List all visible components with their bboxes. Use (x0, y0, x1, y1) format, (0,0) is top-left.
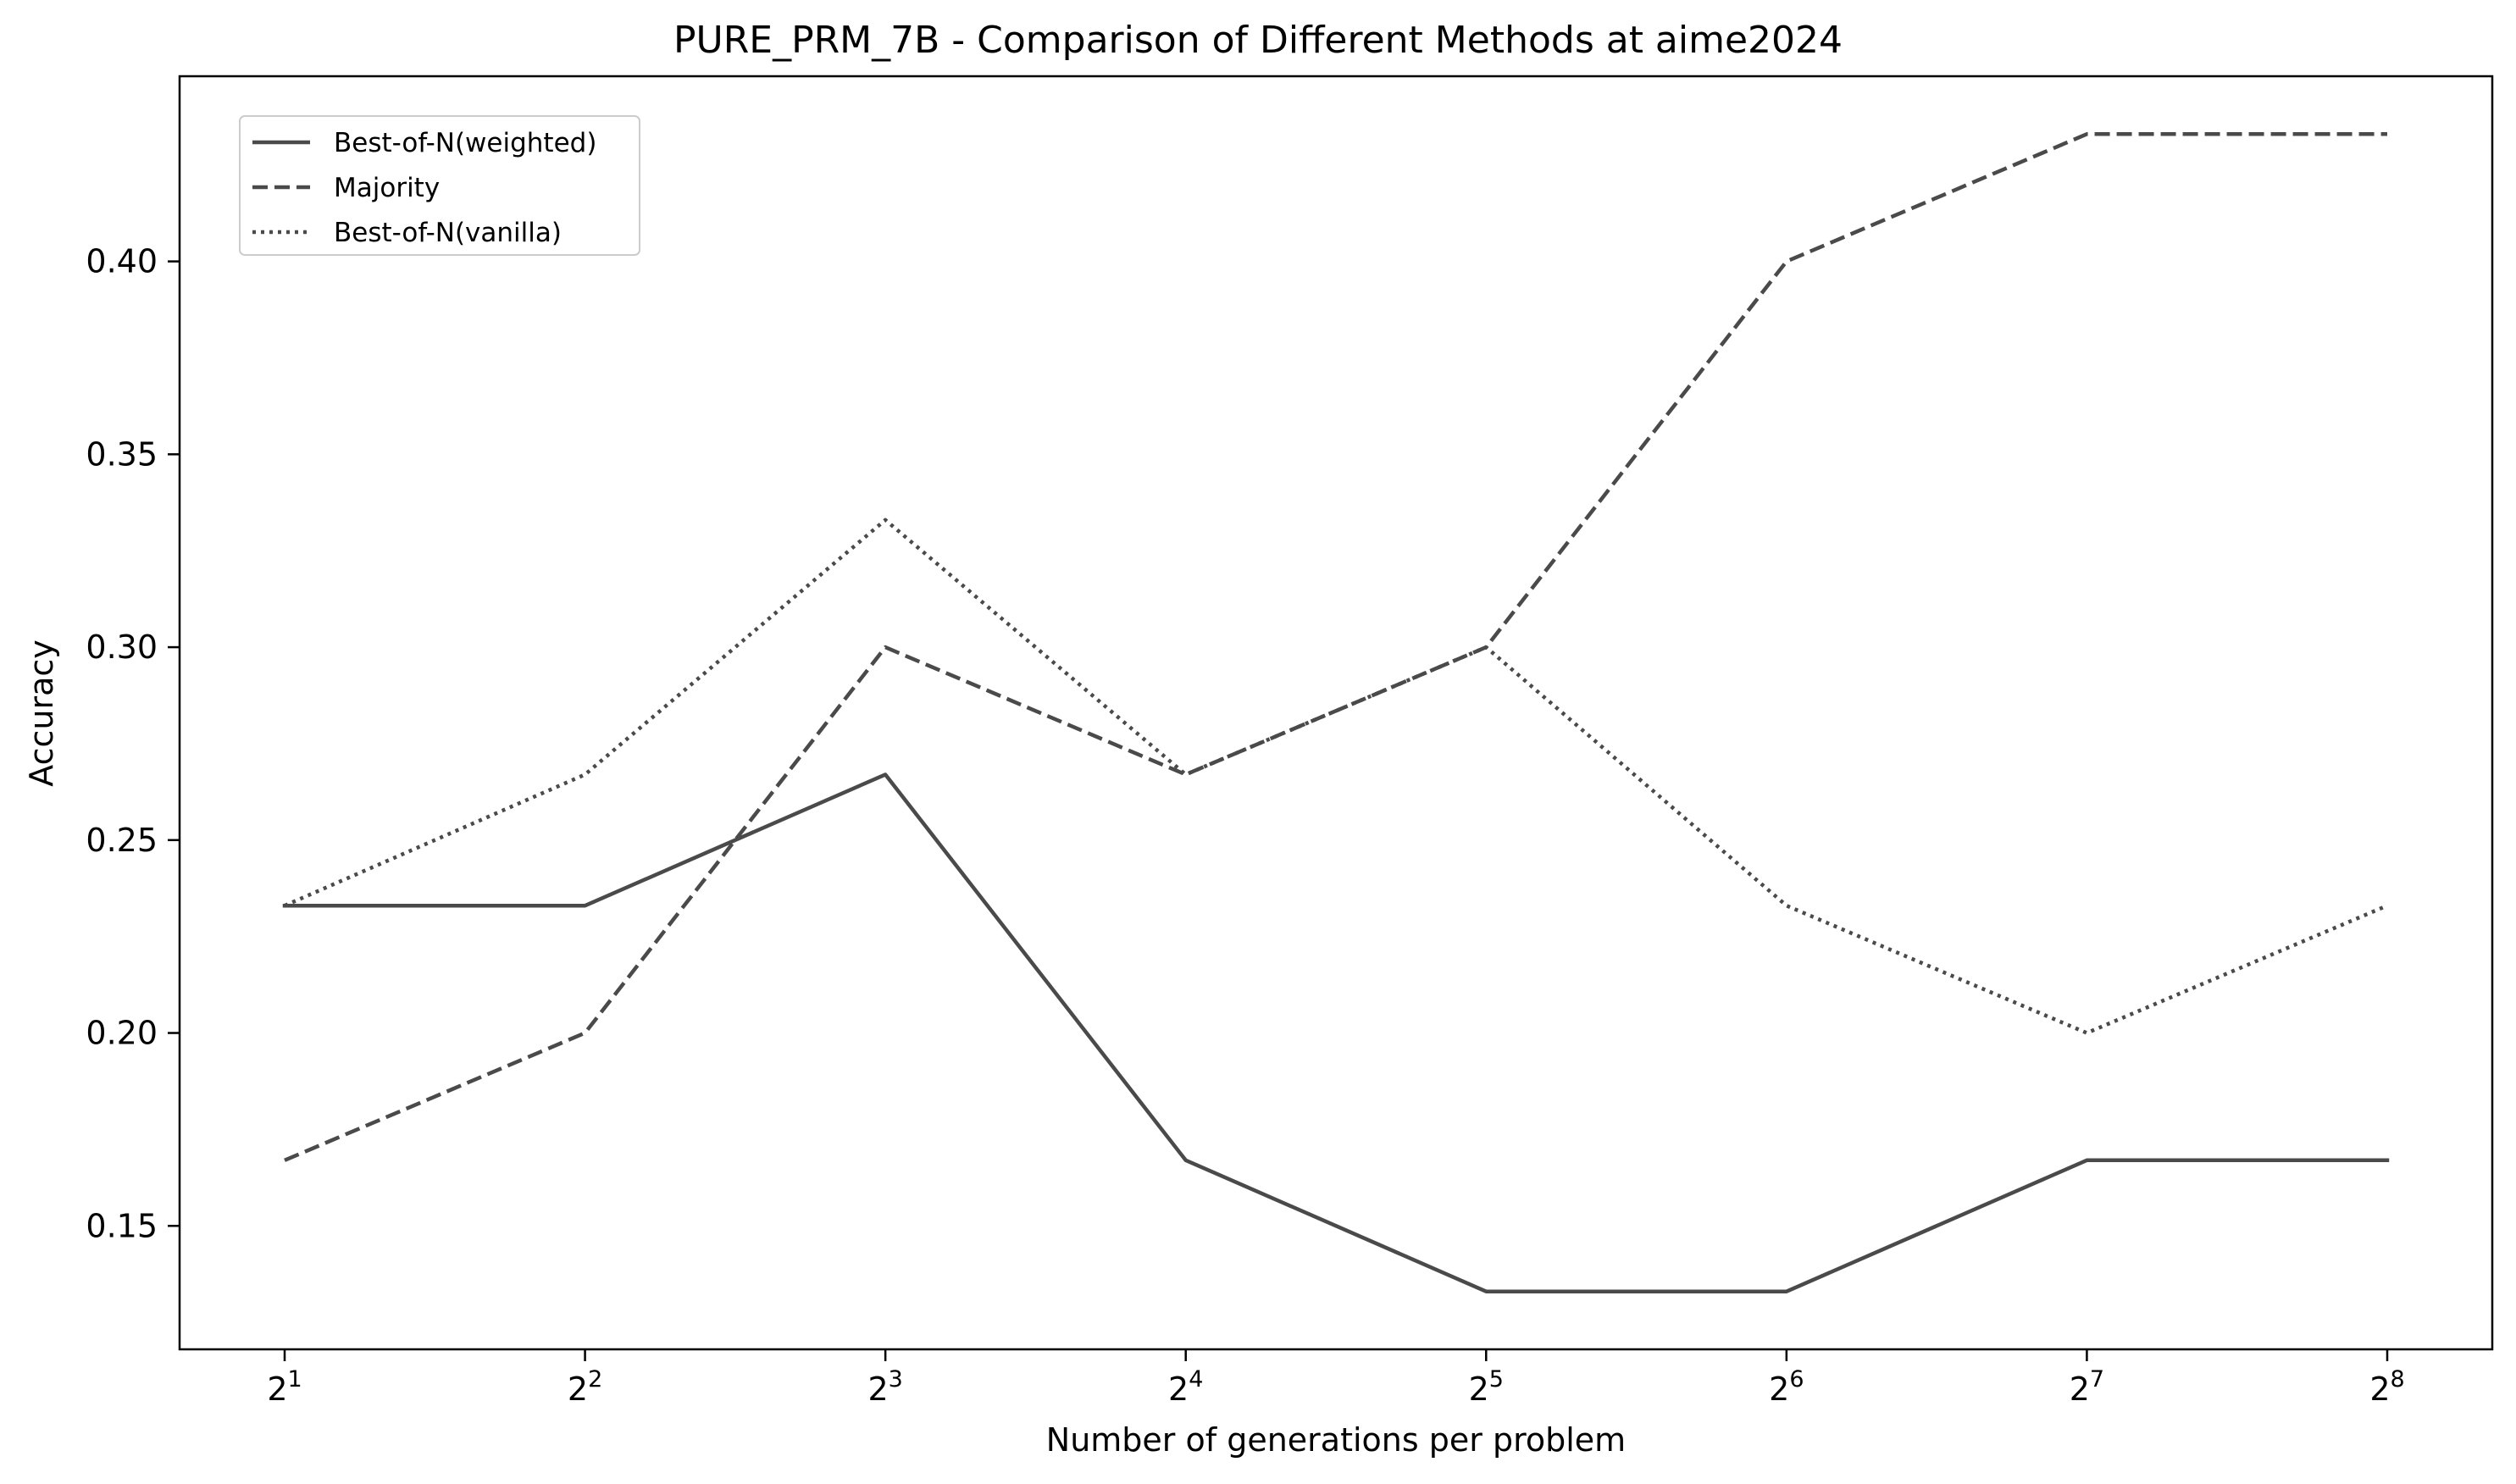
legend-label: Best-of-N(weighted) (334, 128, 596, 158)
x-tick-label: 24 (1168, 1366, 1203, 1408)
y-tick-label: 0.20 (86, 1015, 158, 1052)
plot-area-frame (178, 75, 2494, 1351)
legend-label: Majority (334, 173, 440, 203)
x-tick-label: 26 (1769, 1366, 1804, 1408)
x-tick-label: 22 (568, 1366, 602, 1408)
series-line-1 (282, 772, 2390, 1293)
x-tick-label: 23 (867, 1366, 902, 1408)
y-tick-label: 0.25 (86, 822, 158, 859)
x-axis: 21 22 23 24 25 26 27 28 (267, 1349, 2405, 1408)
series-line-2 (284, 132, 2387, 1162)
x-tick-label: 25 (1469, 1366, 1504, 1408)
y-tick-label: 0.35 (86, 435, 158, 473)
y-tick-label: 0.30 (86, 628, 158, 666)
legend-box (239, 115, 640, 256)
series-line-3 (284, 518, 2388, 1035)
legend: Best-of-N(weighted) Majority Best-of-N(van… (239, 115, 640, 256)
x-tick-label: 28 (2369, 1366, 2404, 1408)
legend-label: Best-of-N(vanilla) (334, 218, 562, 248)
y-tick-label: 0.15 (86, 1207, 158, 1244)
x-tick-label: 27 (2070, 1366, 2104, 1408)
x-tick-label: 21 (267, 1366, 302, 1408)
x-axis-label: Number of generations per problem (1046, 1421, 1626, 1459)
y-axis: 0.15 0.20 0.25 0.30 0.35 0.40 (86, 243, 180, 1244)
y-axis-label: Accuracy (23, 640, 60, 787)
series-layer (282, 132, 2390, 1293)
chart-title: PURE_PRM_7B - Comparison of Different Me… (673, 19, 1843, 62)
y-tick-label: 0.40 (86, 243, 158, 280)
